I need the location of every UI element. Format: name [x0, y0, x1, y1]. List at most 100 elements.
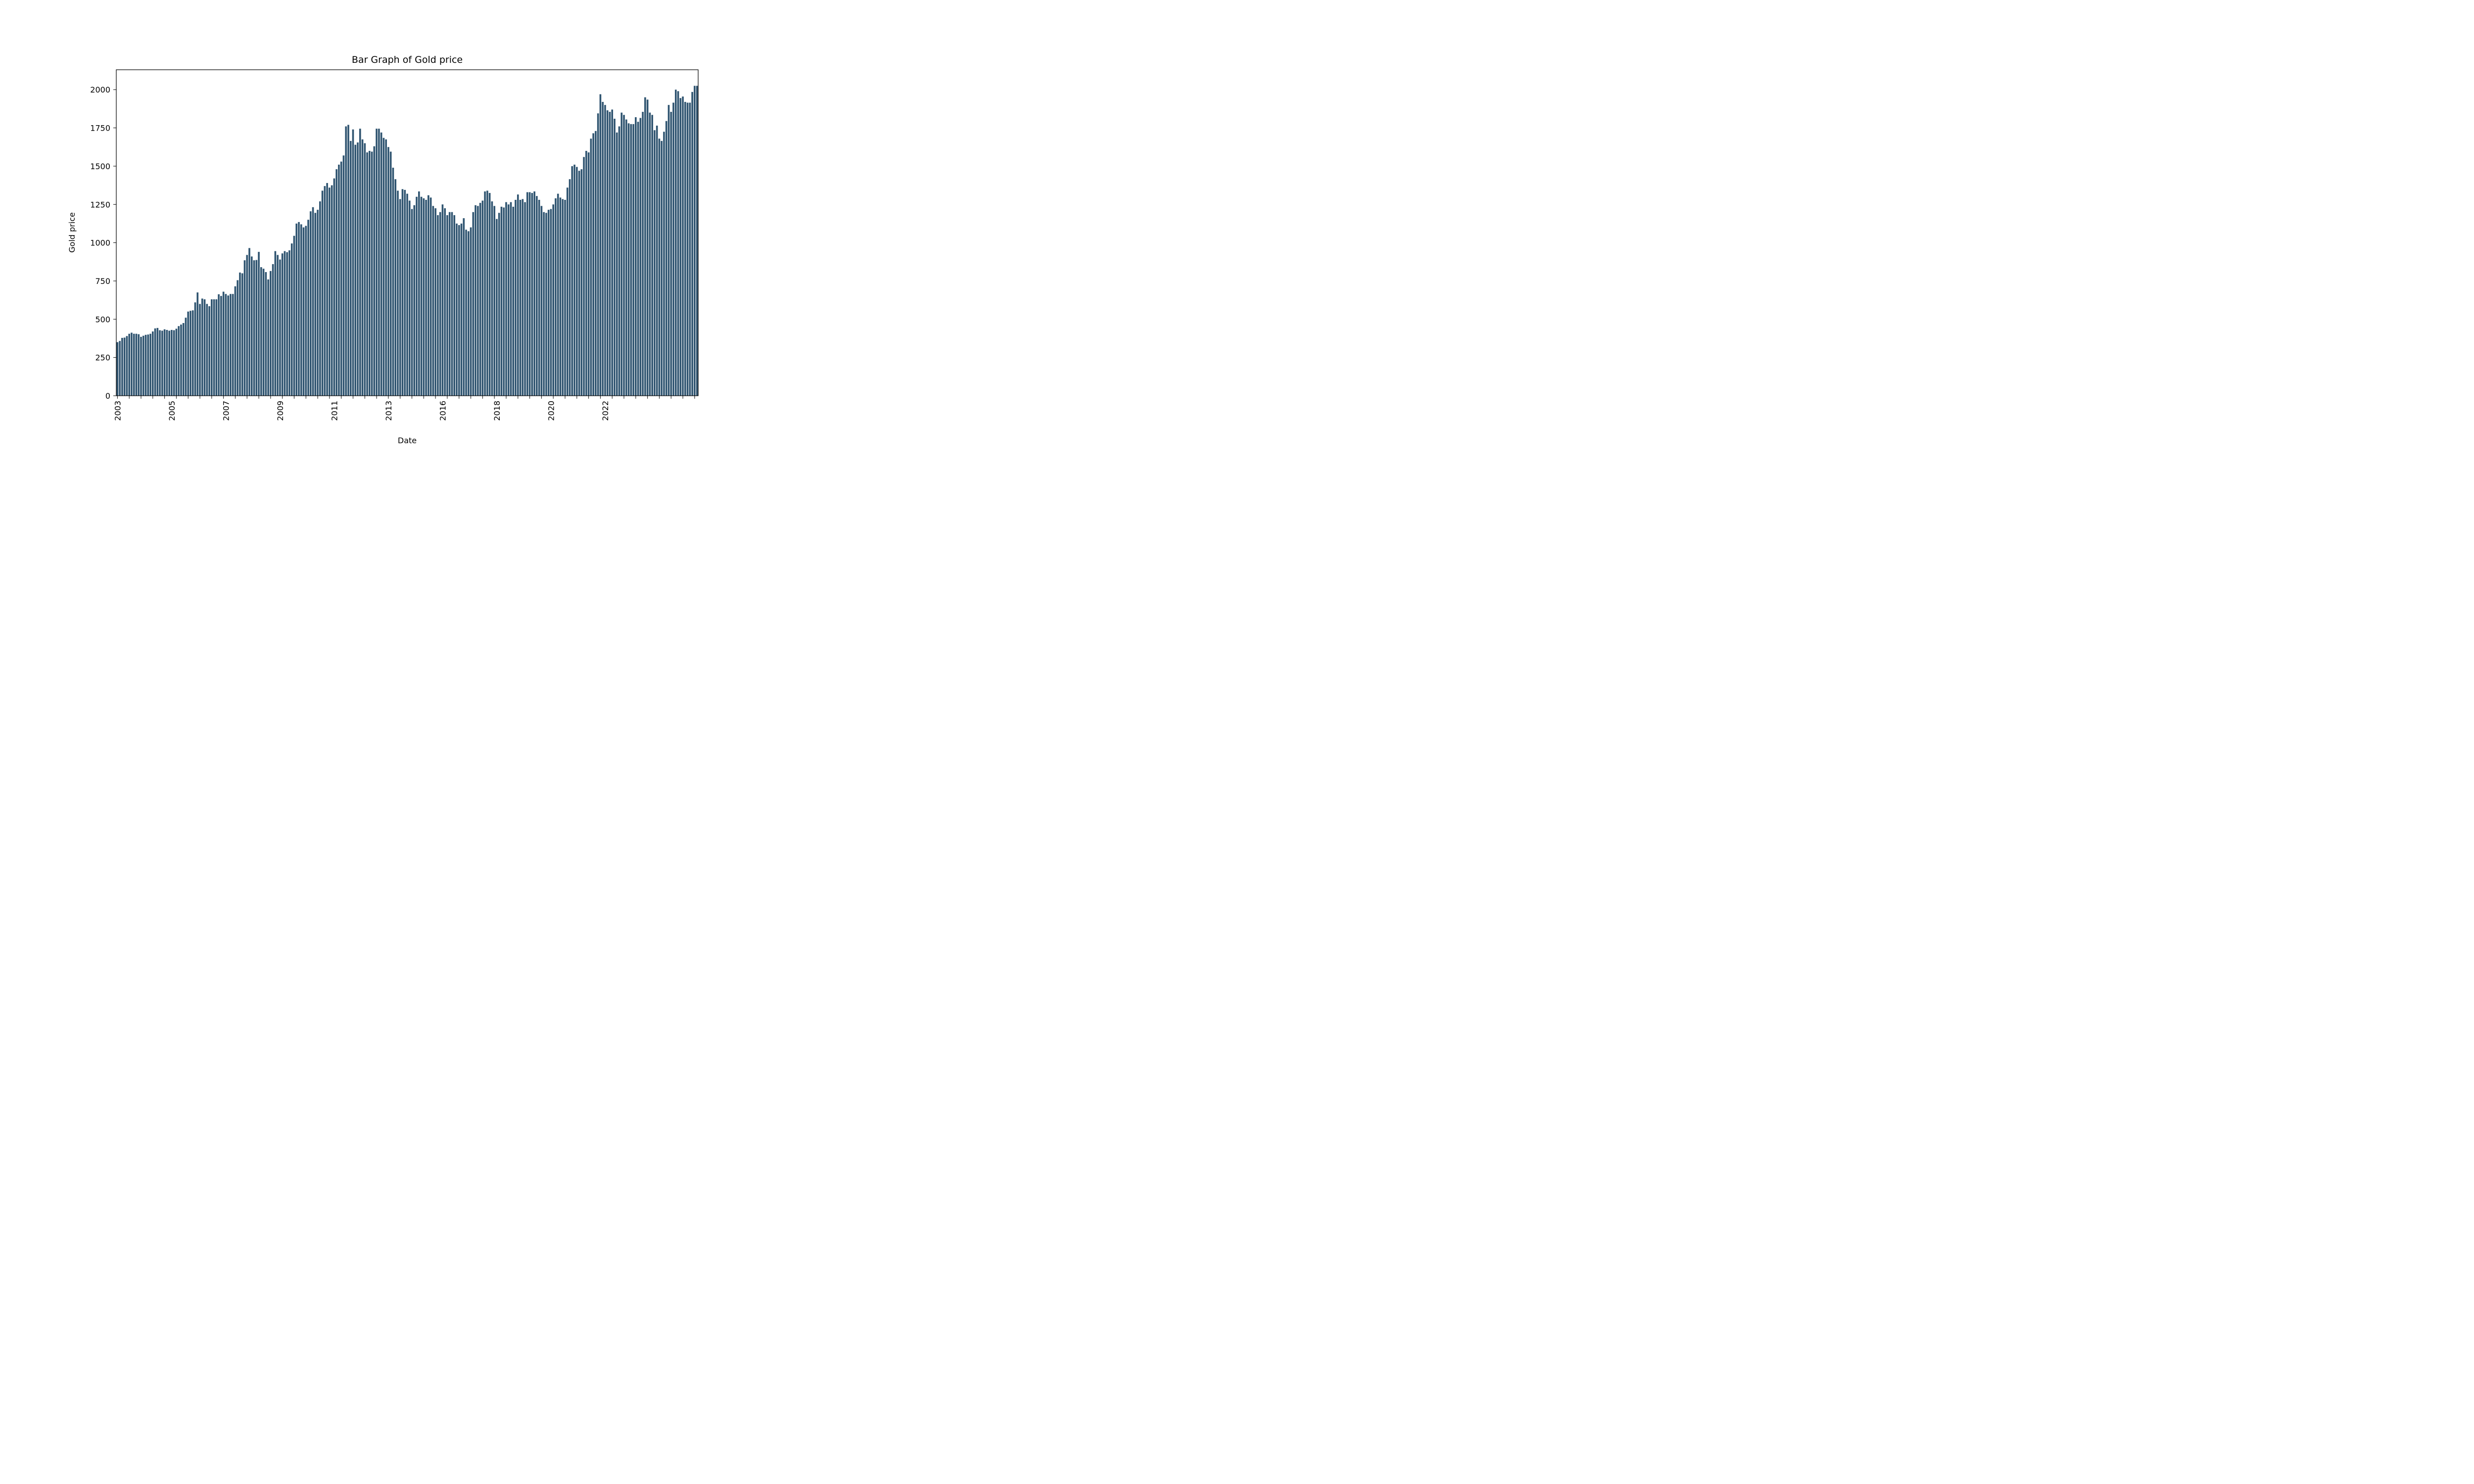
- bar: [423, 198, 425, 396]
- bar: [538, 199, 540, 396]
- bar: [616, 132, 618, 396]
- bar: [510, 202, 512, 396]
- bar: [649, 112, 651, 396]
- bar: [267, 279, 269, 396]
- bar: [208, 306, 210, 396]
- bar: [286, 252, 288, 396]
- bar: [246, 255, 248, 396]
- bar: [691, 92, 693, 396]
- bar: [573, 164, 575, 396]
- bar: [604, 105, 606, 396]
- bar: [694, 86, 696, 396]
- bar: [533, 191, 535, 396]
- bar: [397, 190, 399, 396]
- bar: [451, 212, 453, 396]
- bar: [644, 97, 646, 396]
- bar: [618, 126, 620, 396]
- bar: [284, 251, 286, 396]
- bar: [428, 195, 429, 396]
- bar: [116, 342, 119, 396]
- bar: [623, 115, 625, 396]
- bar: [401, 189, 404, 396]
- bar: [654, 130, 656, 396]
- bar: [651, 115, 653, 396]
- bar: [394, 179, 397, 396]
- bar: [163, 329, 166, 396]
- bar: [637, 122, 639, 396]
- bar: [406, 193, 408, 396]
- bar: [627, 123, 630, 396]
- bar: [128, 333, 130, 396]
- bar: [250, 256, 253, 396]
- bar: [575, 167, 578, 396]
- bar: [182, 323, 185, 396]
- bar: [479, 203, 481, 396]
- bar: [191, 310, 194, 396]
- bar: [147, 334, 149, 396]
- bar: [437, 215, 439, 396]
- bar: [597, 113, 599, 396]
- bar: [352, 129, 354, 396]
- bar: [369, 150, 371, 396]
- bar: [488, 193, 491, 396]
- bar: [307, 220, 309, 396]
- bar: [578, 171, 580, 396]
- bars-group: [116, 86, 698, 396]
- bar: [500, 206, 503, 396]
- bar: [458, 225, 460, 396]
- bar: [185, 318, 187, 396]
- y-tick-label: 1000: [90, 238, 110, 248]
- bar: [119, 341, 121, 396]
- bar: [486, 190, 488, 396]
- bar: [667, 105, 670, 396]
- x-tick-label: 2005: [167, 401, 177, 421]
- bar: [411, 209, 413, 396]
- bar: [288, 250, 290, 396]
- bar: [194, 302, 196, 396]
- bar: [376, 129, 378, 396]
- bar: [663, 132, 665, 396]
- y-axis-ticks: 0 250 500 750 1000 1250 1500 1750 2000: [90, 85, 116, 401]
- bar: [416, 196, 418, 396]
- bar: [587, 152, 590, 396]
- bar: [606, 110, 609, 396]
- bar: [387, 147, 389, 396]
- y-tick-label: 1500: [90, 162, 110, 171]
- bar: [279, 259, 281, 396]
- bar: [159, 330, 161, 396]
- bar: [298, 222, 300, 396]
- bar: [326, 183, 328, 396]
- bar: [491, 201, 493, 396]
- bar: [324, 186, 326, 396]
- bar: [515, 199, 517, 396]
- bar: [665, 121, 667, 396]
- bar: [590, 139, 592, 396]
- bar: [237, 280, 239, 396]
- x-tick-label: 2011: [330, 401, 339, 421]
- bar: [241, 273, 243, 396]
- bar: [418, 191, 420, 396]
- bar: [380, 132, 382, 396]
- bar: [399, 199, 401, 396]
- bar: [472, 212, 475, 396]
- bar: [555, 198, 557, 396]
- bar: [243, 260, 246, 396]
- bar: [293, 235, 295, 396]
- bar: [347, 125, 349, 396]
- bar: [151, 331, 154, 396]
- bar: [682, 96, 684, 396]
- bar: [272, 264, 274, 396]
- bar: [429, 197, 432, 396]
- bar: [408, 200, 411, 396]
- bar: [262, 269, 265, 396]
- x-axis-label: Date: [398, 436, 417, 445]
- bar: [142, 335, 144, 396]
- bar: [281, 253, 284, 396]
- bar: [277, 255, 279, 396]
- bar: [566, 187, 569, 396]
- bar: [206, 304, 208, 396]
- bar: [258, 252, 260, 396]
- bar: [434, 208, 436, 396]
- bar: [354, 144, 357, 396]
- bar: [338, 164, 340, 396]
